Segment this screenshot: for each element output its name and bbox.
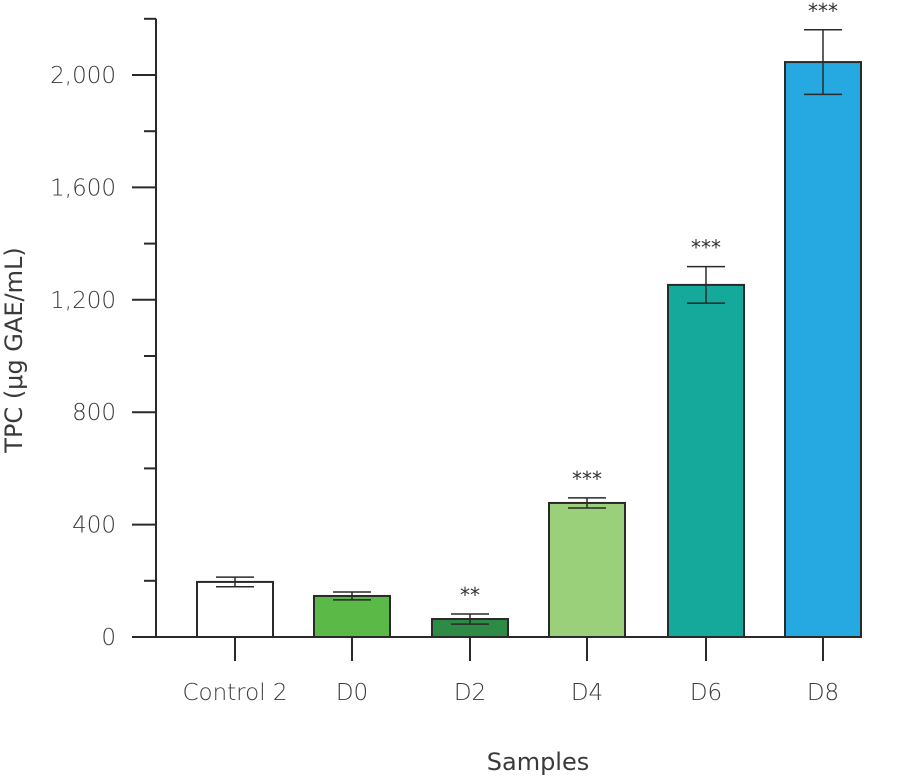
x-tick-label: D0 — [336, 680, 368, 706]
y-tick-label: 1,200 — [50, 288, 116, 314]
y-axis-title: TPC (μg GAE/mL) — [0, 247, 28, 453]
significance-marker: *** — [808, 0, 838, 23]
y-axis: 0 400 800 1,200 1,600 2,000 — [50, 17, 157, 651]
x-axis: Control 2 D0 D2 D4 D6 D8 — [156, 636, 862, 706]
x-tick-label: D2 — [454, 680, 486, 706]
x-tick-label: D4 — [571, 680, 603, 706]
bar-d6 — [667, 283, 745, 638]
x-tick-label: D8 — [807, 680, 839, 706]
y-tick-label: 800 — [72, 400, 116, 426]
significance-marker: ** — [460, 583, 480, 607]
x-tick-label: D6 — [690, 680, 722, 706]
significance-marker: *** — [691, 236, 721, 260]
y-tick-label: 0 — [101, 625, 116, 651]
bar-d4 — [548, 501, 626, 639]
significance-marker: *** — [572, 467, 602, 491]
bar-control-2 — [196, 580, 274, 639]
bars-group: *********** — [196, 0, 862, 639]
bar-d0 — [313, 594, 391, 638]
x-tick-label: Control 2 — [182, 680, 287, 706]
y-tick-label: 2,000 — [50, 63, 116, 89]
y-tick-label: 1,600 — [50, 175, 116, 201]
bar-d8 — [784, 61, 862, 639]
x-axis-title: Samples — [487, 748, 590, 776]
y-tick-label: 400 — [72, 513, 116, 539]
